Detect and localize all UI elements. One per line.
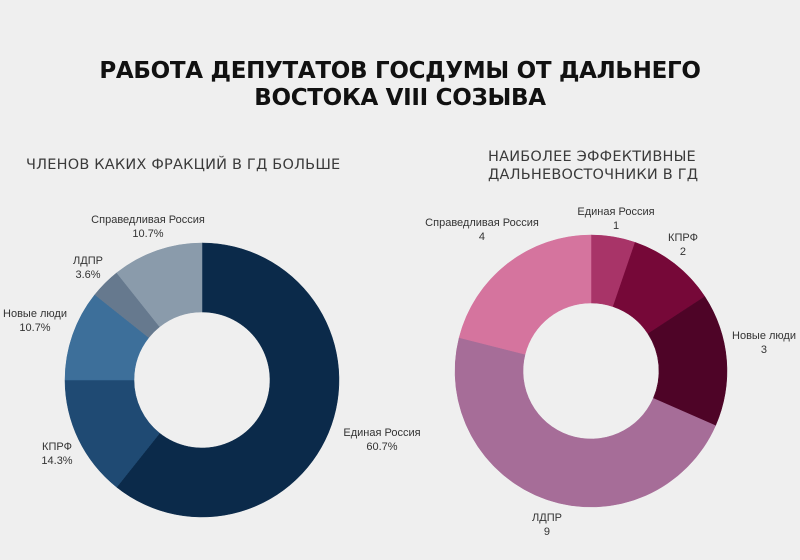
left-label-ldpr: ЛДПР 3.6% xyxy=(73,255,103,281)
faction-share-donut xyxy=(64,242,340,518)
effective-deputies-donut xyxy=(454,234,728,508)
right-label-kprf: КПРФ 2 xyxy=(668,232,698,258)
page-title: РАБОТА ДЕПУТАТОВ ГОСДУМЫ ОТ ДАЛЬНЕГО ВОС… xyxy=(0,58,800,112)
left-label-kprf: КПРФ 14.3% xyxy=(41,441,73,467)
donut-segment xyxy=(458,234,592,355)
right-label-new-people: Новые люди 3 xyxy=(732,330,796,356)
right-label-er: Единая Россия 1 xyxy=(577,206,655,232)
left-chart-subtitle: ЧЛЕНОВ КАКИХ ФРАКЦИЙ В ГД БОЛЬШЕ xyxy=(26,157,341,173)
right-subtitle-line-1: НАИБОЛЕЕ ЭФФЕКТИВНЫЕ xyxy=(488,149,696,165)
donut-segment xyxy=(116,242,340,518)
right-label-sr: Справедливая Россия 4 xyxy=(425,217,539,243)
right-label-ldpr: ЛДПР 9 xyxy=(532,512,562,538)
right-chart-subtitle: НАИБОЛЕЕ ЭФФЕКТИВНЫЕ ДАЛЬНЕВОСТОЧНИКИ В … xyxy=(488,148,698,184)
donut-segment xyxy=(454,337,716,508)
left-label-er: Единая Россия 60.7% xyxy=(343,427,421,453)
left-label-sr: Справедливая Россия 10.7% xyxy=(91,214,205,240)
title-line-1: РАБОТА ДЕПУТАТОВ ГОСДУМЫ ОТ ДАЛЬНЕГО xyxy=(99,58,701,84)
left-label-new-people: Новые люди 10.7% xyxy=(3,308,67,334)
donut-segment xyxy=(116,242,203,328)
title-line-2: ВОСТОКА VIII СОЗЫВА xyxy=(254,85,546,111)
right-subtitle-line-2: ДАЛЬНЕВОСТОЧНИКИ В ГД xyxy=(488,167,699,183)
